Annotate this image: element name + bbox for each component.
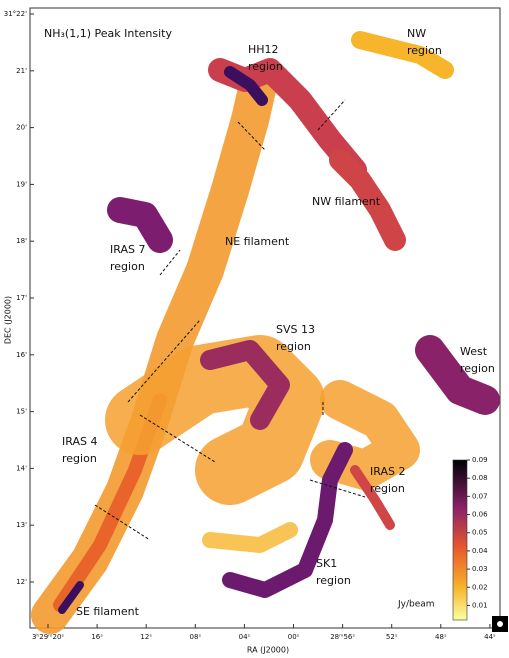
x-tick-label: 16ˢ: [91, 633, 103, 641]
colorbar-tick-label: 0.07: [472, 492, 488, 500]
x-tick-label: 04ˢ: [239, 633, 251, 641]
region-label: HH12 region: [248, 43, 283, 73]
emission: [31, 31, 500, 634]
y-tick-label: 17': [16, 294, 27, 302]
x-tick-label: 48ˢ: [435, 633, 447, 641]
x-tick-label: 28ᵐ56ˢ: [330, 633, 355, 641]
colorbar-tick-label: 0.09: [472, 456, 488, 464]
x-tick-label: 52ˢ: [386, 633, 398, 641]
y-tick-label: 19': [16, 180, 27, 188]
region-boundaries: [94, 99, 366, 541]
region-label: SK1 region: [316, 557, 351, 587]
colorbar-tick-label: 0.08: [472, 474, 488, 482]
y-tick-label: 20': [16, 124, 27, 132]
y-tick-label: 16': [16, 351, 27, 359]
colorbar-unit: Jy/beam: [397, 600, 435, 610]
y-tick-label: 12': [16, 578, 27, 586]
region-label: IRAS 2 region: [370, 465, 405, 495]
colorbar-tick-label: 0.05: [472, 529, 488, 537]
y-tick-label: 18': [16, 237, 27, 245]
colorbar-tick-label: 0.01: [472, 601, 488, 609]
x-tick-label: 00ˢ: [288, 633, 300, 641]
colorbar-tick-label: 0.06: [472, 511, 488, 519]
colorbar: [452, 459, 468, 621]
y-tick-label: 14': [16, 464, 27, 472]
colorbar-tick-label: 0.02: [472, 583, 488, 591]
beam: [497, 621, 503, 627]
y-tick-label: 13': [16, 521, 27, 529]
region-label: SVS 13 region: [276, 323, 315, 353]
y-tick-label: 15': [16, 408, 27, 416]
x-tick-label: 08ˢ: [190, 633, 202, 641]
colorbar-tick-label: 0.03: [472, 565, 488, 573]
x-tick-label: 3ʰ29ᵐ20ˢ: [32, 633, 64, 641]
region-label: NW region: [407, 27, 442, 57]
y-tick-label: 31°22': [4, 10, 27, 18]
region-label: IRAS 4 region: [62, 435, 97, 465]
x-tick-label: 12ˢ: [140, 633, 152, 641]
y-tick-label: 21': [16, 67, 27, 75]
x-axis-label: RA (J2000): [247, 646, 289, 655]
colorbar-tick-label: 0.04: [472, 547, 488, 555]
y-axis-label: DEC (J2000): [4, 296, 13, 344]
region-label: West region: [460, 345, 495, 375]
region-label: SE filament: [76, 605, 140, 618]
region-label: NE filament: [225, 235, 290, 248]
map-title: NH₃(1,1) Peak Intensity: [44, 27, 172, 40]
region-label: NW filament: [312, 195, 381, 208]
x-tick-label: 44ˢ: [484, 633, 496, 641]
region-label: IRAS 7 region: [110, 243, 145, 273]
